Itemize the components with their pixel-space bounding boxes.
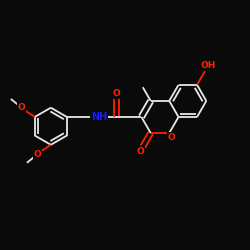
Text: O: O <box>167 133 175 142</box>
Text: O: O <box>17 103 25 112</box>
Text: O: O <box>112 89 120 98</box>
Text: OH: OH <box>200 61 216 70</box>
Text: NH: NH <box>91 112 107 122</box>
Text: O: O <box>33 150 41 159</box>
Text: O: O <box>136 147 144 156</box>
